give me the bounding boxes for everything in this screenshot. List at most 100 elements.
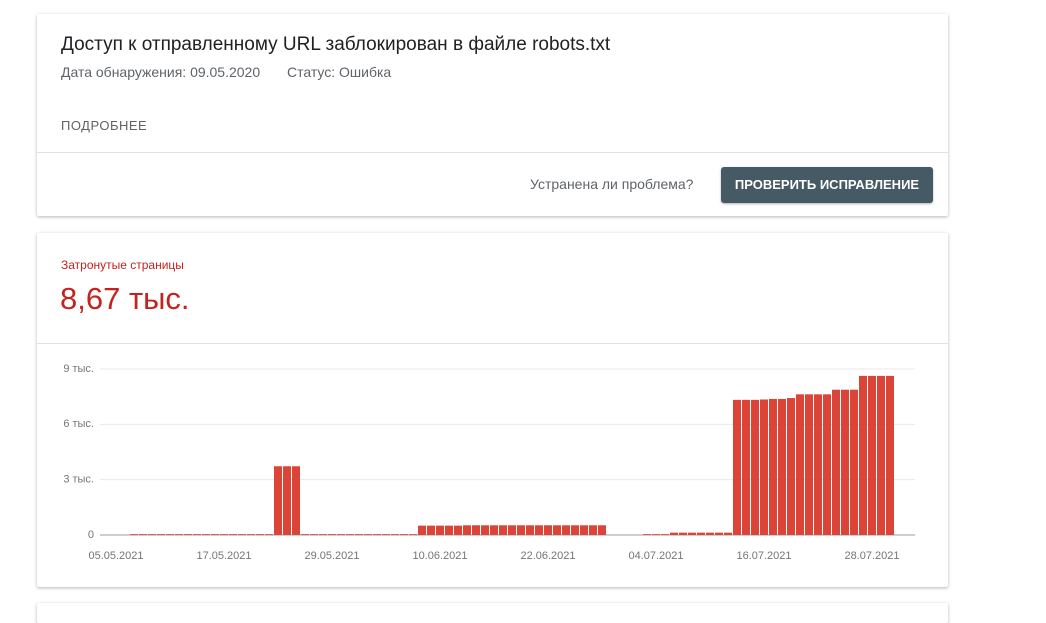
bar bbox=[463, 525, 471, 535]
bar bbox=[670, 532, 678, 535]
bar bbox=[760, 399, 768, 535]
bar bbox=[679, 532, 687, 535]
bar bbox=[436, 525, 444, 535]
question: Устранена ли проблема? bbox=[530, 176, 694, 192]
bar bbox=[445, 525, 453, 535]
bar bbox=[166, 534, 174, 535]
validate-button[interactable]: ПРОВЕРИТЬ ИСПРАВЛЕНИЕ bbox=[721, 167, 933, 203]
x-tick-label: 17.05.2021 bbox=[196, 550, 251, 562]
bar bbox=[859, 375, 867, 535]
bar bbox=[274, 466, 282, 535]
bar bbox=[724, 532, 732, 535]
x-tick-label: 29.05.2021 bbox=[304, 550, 359, 562]
bar bbox=[877, 375, 885, 535]
bar bbox=[409, 534, 417, 535]
bar bbox=[319, 534, 327, 535]
x-tick-label: 10.06.2021 bbox=[412, 550, 467, 562]
x-tick-label: 04.07.2021 bbox=[628, 550, 683, 562]
chart-card: Затронутые страницы 8,67 тыс. 0 3 тыс. 6 т… bbox=[37, 233, 948, 587]
bar bbox=[751, 399, 759, 535]
issue-title: Доступ к отправленному URL заблокирован … bbox=[61, 34, 611, 55]
bar bbox=[868, 375, 876, 535]
bar bbox=[328, 534, 336, 535]
bar bbox=[733, 399, 741, 535]
bar bbox=[886, 375, 894, 535]
bar bbox=[805, 394, 813, 535]
bar bbox=[697, 532, 705, 535]
bar bbox=[832, 389, 840, 535]
bar bbox=[589, 525, 597, 535]
bar bbox=[373, 534, 381, 535]
next-card bbox=[37, 603, 948, 623]
bar bbox=[301, 534, 309, 535]
bar bbox=[175, 534, 183, 535]
bar bbox=[580, 525, 588, 535]
more-link[interactable]: ПОДРОБНЕЕ bbox=[61, 118, 148, 133]
bar bbox=[490, 525, 498, 535]
bar bbox=[139, 534, 147, 535]
bar bbox=[454, 525, 462, 535]
bar bbox=[508, 525, 516, 535]
bar bbox=[553, 525, 561, 535]
y-tick-label: 0 bbox=[88, 529, 94, 541]
bar bbox=[472, 525, 480, 535]
x-tick-label: 28.07.2021 bbox=[844, 550, 899, 562]
bar bbox=[346, 534, 354, 535]
bar bbox=[229, 534, 237, 535]
bar bbox=[688, 532, 696, 535]
bar bbox=[238, 534, 246, 535]
status: Статус: Ошибка bbox=[287, 64, 392, 80]
bar bbox=[715, 532, 723, 535]
bar bbox=[481, 525, 489, 535]
bar bbox=[706, 532, 714, 535]
bar bbox=[562, 525, 570, 535]
bar bbox=[598, 525, 606, 535]
bar bbox=[544, 525, 552, 535]
bar bbox=[418, 525, 426, 535]
bar bbox=[787, 398, 795, 535]
bar bbox=[337, 534, 345, 535]
x-tick-label: 05.05.2021 bbox=[88, 550, 143, 562]
bar bbox=[526, 525, 534, 535]
bar bbox=[400, 534, 408, 535]
bar bbox=[364, 534, 372, 535]
bar bbox=[355, 534, 363, 535]
bar bbox=[184, 534, 192, 535]
bar bbox=[382, 534, 390, 535]
chart: 0 3 тыс. 6 тыс. 9 тыс. 05.05.2021 17.05.2021 2… bbox=[63, 363, 915, 562]
bar bbox=[778, 398, 786, 535]
bar bbox=[211, 534, 219, 535]
x-tick-label: 16.07.2021 bbox=[736, 550, 791, 562]
bar bbox=[769, 398, 777, 535]
bar bbox=[247, 534, 255, 535]
bar bbox=[256, 534, 264, 535]
bar bbox=[652, 534, 660, 535]
bar bbox=[841, 389, 849, 535]
bar bbox=[814, 394, 822, 535]
bar bbox=[742, 399, 750, 535]
bar bbox=[661, 534, 669, 535]
bar bbox=[823, 394, 831, 535]
y-tick-label: 9 тыс. bbox=[63, 363, 94, 375]
bar bbox=[427, 525, 435, 535]
bar bbox=[283, 466, 291, 535]
issue-card: Доступ к отправленному URL заблокирован … bbox=[37, 14, 948, 216]
summary-value: 8,67 тыс. bbox=[60, 281, 190, 316]
summary-label: Затронутые страницы bbox=[61, 258, 184, 272]
bar bbox=[292, 466, 300, 535]
y-tick-label: 6 тыс. bbox=[63, 418, 94, 430]
bar bbox=[796, 394, 804, 535]
x-tick-label: 22.06.2021 bbox=[520, 550, 575, 562]
divider bbox=[37, 152, 948, 153]
bar bbox=[130, 534, 138, 535]
bar bbox=[193, 534, 201, 535]
bar bbox=[517, 525, 525, 535]
bar bbox=[148, 534, 156, 535]
bar bbox=[535, 525, 543, 535]
divider bbox=[37, 343, 948, 344]
y-tick-label: 3 тыс. bbox=[63, 474, 94, 486]
bar bbox=[643, 534, 651, 535]
detected-date: Дата обнаружения: 09.05.2020 bbox=[61, 64, 261, 80]
bar bbox=[391, 534, 399, 535]
